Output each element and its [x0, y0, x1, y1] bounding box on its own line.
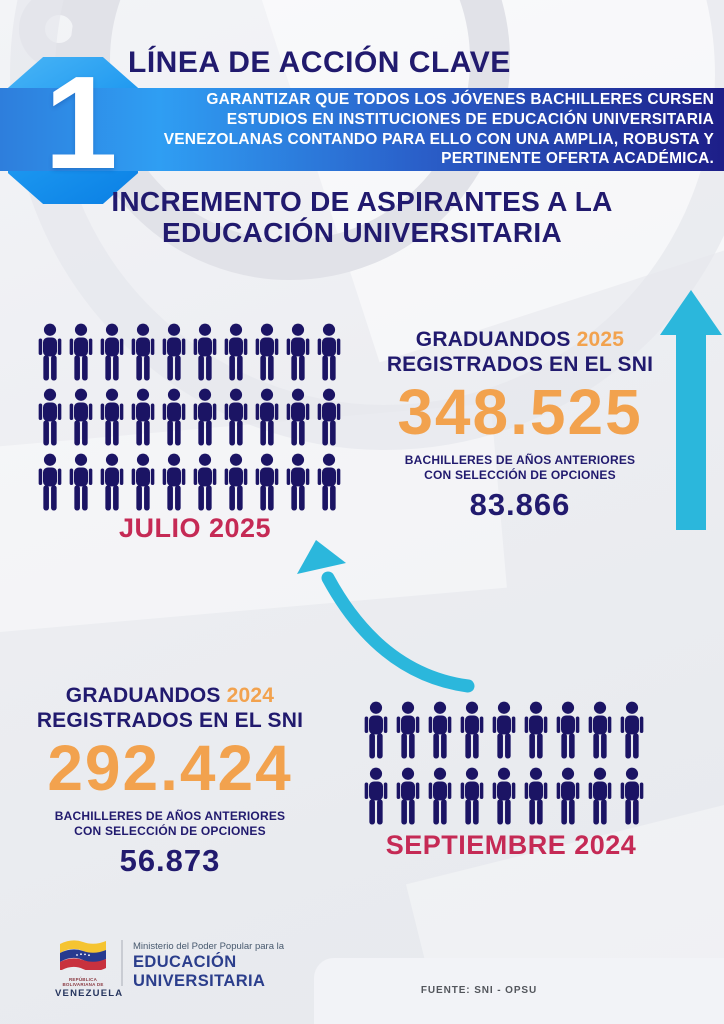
- country-small-label: REPÚBLICA BOLIVARIANA DE: [62, 977, 104, 987]
- key-action-banner: GARANTIZAR QUE TODOS LOS JÓVENES BACHILL…: [0, 88, 724, 171]
- person-icon: [193, 323, 217, 381]
- person-icon: [396, 767, 420, 825]
- stat-sublabel-2024: BACHILLERES DE AÑOS ANTERIORES CON SELEC…: [54, 808, 286, 839]
- person-icon: [364, 701, 388, 759]
- ministry-line1: Ministerio del Poder Popular para la: [133, 941, 285, 952]
- stats-block-2024: GRADUANDOS 2024 REGISTRADOS EN EL SNI 29…: [14, 684, 326, 879]
- stat-sublabel-2025: BACHILLERES DE AÑOS ANTERIORES CON SELEC…: [404, 452, 636, 483]
- person-icon: [255, 388, 279, 446]
- person-icon: [193, 388, 217, 446]
- person-icon: [620, 701, 644, 759]
- increase-up-arrow-icon: [660, 290, 722, 530]
- person-icon: [69, 453, 93, 511]
- month-label-julio-2025: JULIO 2025: [118, 513, 272, 543]
- person-icon: [460, 701, 484, 759]
- person-icon: [255, 323, 279, 381]
- person-icon: [224, 453, 248, 511]
- stat-title-line2: REGISTRADOS EN EL SNI: [36, 708, 304, 732]
- pictogram-septiembre-2024: [362, 700, 646, 827]
- stat-title-2025: GRADUANDOS 2025: [372, 328, 668, 353]
- person-icon: [620, 767, 644, 825]
- person-icon: [286, 388, 310, 446]
- footer-divider: [121, 940, 123, 986]
- person-icon: [460, 767, 484, 825]
- person-icon: [556, 767, 580, 825]
- person-icon: [162, 453, 186, 511]
- person-icon: [100, 453, 124, 511]
- person-icon: [100, 323, 124, 381]
- person-icon: [492, 767, 516, 825]
- stat-title-main: GRADUANDOS: [65, 684, 221, 707]
- person-icon: [317, 453, 341, 511]
- stats-block-2025: GRADUANDOS 2025 REGISTRADOS EN EL SNI 34…: [372, 328, 668, 523]
- person-icon: [131, 388, 155, 446]
- ministry-text: Ministerio del Poder Popular para la EDU…: [133, 938, 284, 999]
- month-label-septiembre-2024: SEPTIEMBRE 2024: [385, 830, 637, 860]
- person-icon: [364, 767, 388, 825]
- person-icon: [286, 453, 310, 511]
- country-label: VENEZUELA: [55, 988, 124, 999]
- person-icon: [162, 323, 186, 381]
- stat-title-year: 2024: [226, 684, 275, 707]
- main-heading: INCREMENTO DE ASPIRANTES A LA EDUCACIÓN …: [111, 186, 613, 249]
- person-icon: [255, 453, 279, 511]
- source-label: FUENTE: SNI - OPSU: [420, 985, 538, 996]
- person-icon: [38, 453, 62, 511]
- person-icon: [286, 323, 310, 381]
- person-icon: [588, 767, 612, 825]
- stat-title-2024: GRADUANDOS 2024: [14, 684, 326, 709]
- stat-title-line2: REGISTRADOS EN EL SNI: [386, 352, 654, 376]
- stat-value-2024: 292.424: [47, 731, 293, 804]
- stat-subvalue-2024: 56.873: [119, 842, 221, 878]
- person-icon: [396, 701, 420, 759]
- person-icon: [317, 388, 341, 446]
- person-icon: [492, 701, 516, 759]
- person-icon: [69, 323, 93, 381]
- venezuela-flag-icon: [60, 940, 106, 972]
- page-title: LÍNEA DE ACCIÓN CLAVE: [128, 46, 511, 79]
- person-icon: [131, 453, 155, 511]
- stat-subvalue-2025: 83.866: [469, 486, 571, 522]
- person-icon: [224, 388, 248, 446]
- flag-block: REPÚBLICA BOLIVARIANA DE VENEZUELA: [55, 938, 124, 999]
- person-icon: [193, 453, 217, 511]
- curved-growth-arrow-icon: [297, 540, 475, 693]
- person-icon: [428, 767, 452, 825]
- person-icon: [428, 701, 452, 759]
- source-card: FUENTE: SNI - OPSU: [314, 958, 724, 1024]
- stat-value-2025: 348.525: [397, 375, 643, 448]
- person-icon: [100, 388, 124, 446]
- ministry-line2: EDUCACIÓN: [133, 953, 237, 971]
- person-icon: [38, 388, 62, 446]
- badge-number: 1: [44, 49, 118, 196]
- person-icon: [524, 701, 548, 759]
- person-icon: [588, 701, 612, 759]
- stat-title-main: GRADUANDOS: [415, 328, 571, 351]
- stat-title-year: 2025: [576, 328, 625, 351]
- person-icon: [556, 701, 580, 759]
- ministry-line3: UNIVERSITARIA: [133, 972, 266, 991]
- person-icon: [69, 388, 93, 446]
- ministry-logo: REPÚBLICA BOLIVARIANA DE VENEZUELA Minis…: [55, 938, 284, 999]
- person-icon: [38, 323, 62, 381]
- person-icon: [162, 388, 186, 446]
- banner-text: GARANTIZAR QUE TODOS LOS JÓVENES BACHILL…: [163, 90, 714, 168]
- person-icon: [317, 323, 341, 381]
- person-icon: [524, 767, 548, 825]
- person-icon: [224, 323, 248, 381]
- person-icon: [131, 323, 155, 381]
- pictogram-julio-2025: [36, 322, 343, 513]
